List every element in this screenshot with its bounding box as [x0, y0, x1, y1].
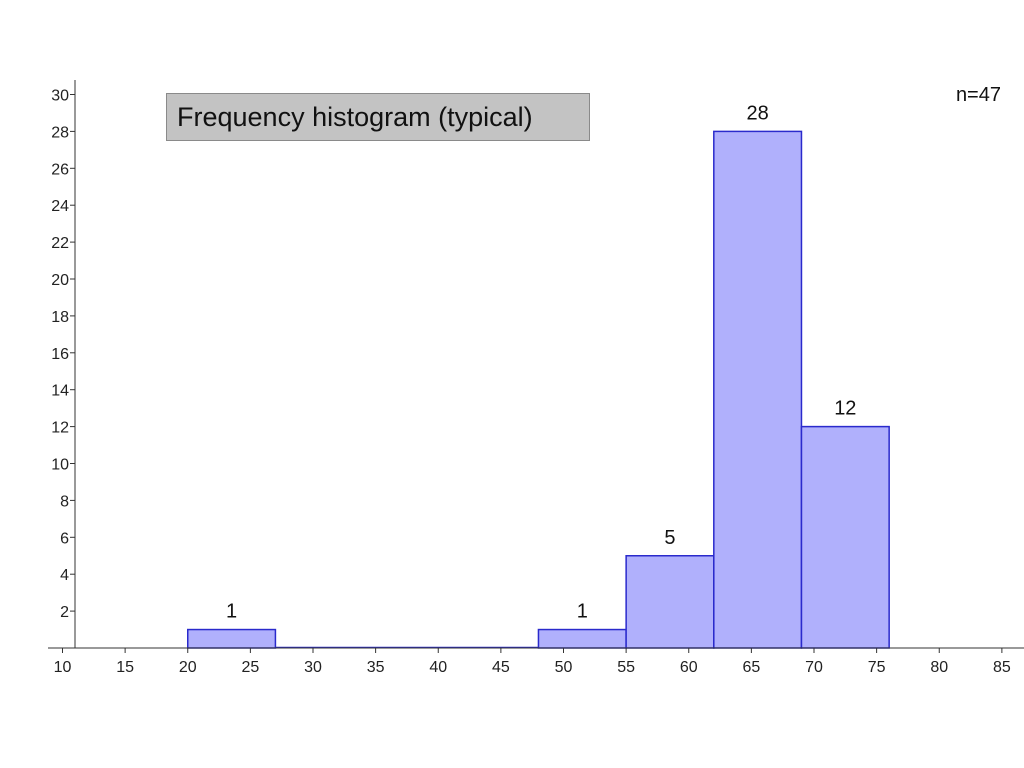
- histogram-bar: [537, 628, 627, 649]
- y-tick-label: 4: [60, 567, 69, 584]
- x-tick-label: 45: [492, 659, 510, 676]
- y-tick-label: 8: [60, 493, 69, 510]
- histogram-bar: [713, 130, 803, 649]
- x-tick-label: 10: [54, 659, 72, 676]
- x-tick-label: 55: [617, 659, 635, 676]
- histogram-bar: [187, 628, 277, 649]
- y-tick-label: 12: [51, 420, 69, 437]
- histogram-bar: [625, 555, 715, 649]
- y-tick-label: 6: [60, 530, 69, 547]
- y-tick-label: 22: [51, 235, 69, 252]
- x-tick-label: 25: [241, 659, 259, 676]
- bar-value-label: 1: [226, 601, 237, 623]
- chart-title: Frequency histogram (typical): [166, 93, 590, 141]
- sample-size-label: n=47: [956, 84, 1001, 106]
- histogram-bar: [800, 425, 890, 649]
- y-tick-label: 10: [51, 457, 69, 474]
- x-tick-label: 60: [680, 659, 698, 676]
- y-tick-label: 20: [51, 272, 69, 289]
- x-tick-label: 65: [742, 659, 760, 676]
- x-tick-label: 40: [429, 659, 447, 676]
- x-tick-label: 50: [555, 659, 573, 676]
- x-tick-label: 20: [179, 659, 197, 676]
- x-tick-label: 15: [116, 659, 134, 676]
- bar-value-label: 12: [834, 398, 856, 420]
- bar-value-label: 5: [664, 527, 675, 549]
- x-tick-label: 35: [367, 659, 385, 676]
- x-tick-label: 70: [805, 659, 823, 676]
- x-tick-label: 30: [304, 659, 322, 676]
- y-tick-label: 16: [51, 346, 69, 363]
- x-tick-label: 85: [993, 659, 1011, 676]
- y-tick-label: 30: [51, 88, 69, 105]
- x-tick-label: 80: [930, 659, 948, 676]
- y-tick-label: 26: [51, 161, 69, 178]
- bar-value-label: 1: [577, 601, 588, 623]
- bar-value-label: 28: [747, 102, 769, 124]
- y-tick-label: 24: [51, 198, 69, 215]
- y-tick-label: 14: [51, 383, 69, 400]
- y-tick-label: 18: [51, 309, 69, 326]
- x-tick-label: 75: [868, 659, 886, 676]
- y-tick-label: 28: [51, 124, 69, 141]
- y-tick-label: 2: [60, 604, 69, 621]
